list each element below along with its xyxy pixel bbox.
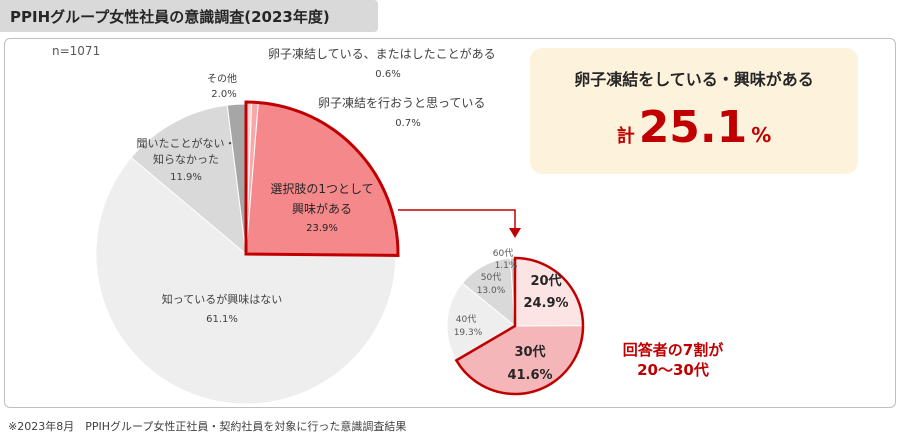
footnote: ※2023年8月 PPIHグループ女性正社員・契約社員を対象に行った意識調査結果 <box>8 420 407 433</box>
connector-arrowhead <box>509 228 521 238</box>
value-interested: 23.9% <box>306 223 338 234</box>
main-pie <box>95 100 400 405</box>
page-title: PPIHグループ女性社員の意識調査(2023年度) <box>0 0 378 32</box>
label-unaware-2: 知らなかった <box>153 152 219 166</box>
value-not-interested: 61.1% <box>206 314 238 325</box>
label-20s: 20代 <box>530 273 561 289</box>
value-frozen: 0.6% <box>375 69 400 80</box>
label-interested-2: 興味がある <box>292 201 352 216</box>
label-40s: 40代 <box>456 314 476 325</box>
value-60s: 1.1% <box>495 261 518 271</box>
label-other: その他 <box>207 72 237 85</box>
age-annotation: 回答者の7割が 20〜30代 <box>608 340 738 380</box>
value-30s: 41.6% <box>507 368 552 383</box>
value-40s: 19.3% <box>454 328 483 338</box>
label-frozen: 卵子凍結している、またはしたことがある <box>268 46 496 61</box>
callout-total-value: 25.1 <box>638 102 748 153</box>
age-annotation-line2: 20〜30代 <box>637 361 709 379</box>
callout-total-unit: % <box>751 123 772 147</box>
slice-unaware <box>130 104 247 256</box>
slice-50s <box>461 257 516 328</box>
age-annotation-line1: 回答者の7割が <box>622 341 724 359</box>
interested-group-outline <box>244 100 400 257</box>
value-20s: 24.9% <box>523 296 568 311</box>
value-unaware: 11.9% <box>170 172 202 183</box>
label-50s: 50代 <box>481 272 501 283</box>
page-title-text: PPIHグループ女性社員の意識調査(2023年度) <box>10 7 330 26</box>
label-unaware-1: 聞いたことがない・ <box>137 136 236 150</box>
chart-panel <box>4 38 896 408</box>
label-60s: 60代 <box>493 248 513 259</box>
value-planning: 0.7% <box>395 118 420 129</box>
callout-total-prefix: 計 <box>616 126 635 147</box>
slice-not-interested <box>95 156 397 405</box>
callout-title: 卵子凍結をしている・興味がある <box>574 70 814 89</box>
callout-total: 計25.1% <box>530 102 858 153</box>
value-other: 2.0% <box>211 89 236 100</box>
total-callout: 卵子凍結をしている・興味がある 計25.1% <box>530 48 858 174</box>
age-20s-30s-outline <box>454 256 585 396</box>
age-pie <box>446 256 585 396</box>
sample-size-label: n=1071 <box>52 44 101 58</box>
value-50s: 13.0% <box>477 286 506 296</box>
label-not-interested: 知っているが興味はない <box>162 292 282 306</box>
connector-line <box>398 209 516 230</box>
label-interested-1: 選択肢の1つとして <box>270 181 373 196</box>
label-30s: 30代 <box>514 344 545 360</box>
label-planning: 卵子凍結を行おうと思っている <box>318 96 485 110</box>
slice-40s <box>446 282 516 362</box>
